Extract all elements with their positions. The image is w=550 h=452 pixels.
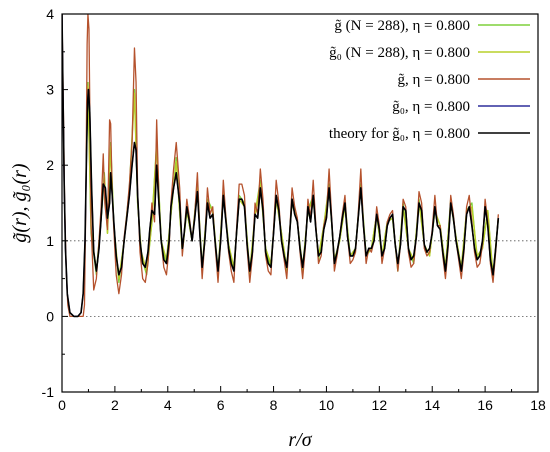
y-tick-label: 3 — [46, 82, 54, 98]
x-tick-label: 18 — [530, 397, 546, 413]
legend-label: g̃₀, η = 0.800 — [392, 99, 470, 115]
legend-label: g̃₀ (N = 288), η = 0.800 — [329, 45, 470, 61]
series-line-4 — [62, 14, 500, 318]
x-tick-label: 6 — [217, 397, 225, 413]
y-tick-label: 2 — [46, 157, 54, 173]
reference-lines — [62, 240, 538, 317]
y-tick-label: -1 — [42, 384, 55, 400]
series-layer — [62, 14, 500, 318]
y-tick-label: 1 — [46, 233, 54, 249]
y-tick-label: 4 — [46, 6, 54, 22]
legend-label: g̃ (N = 288), η = 0.800 — [334, 18, 470, 34]
x-tick-label: 10 — [319, 397, 335, 413]
x-tick-label: 12 — [372, 397, 388, 413]
legend: g̃ (N = 288), η = 0.800 g̃₀ (N = 288), η … — [329, 18, 530, 142]
y-tick-label: 0 — [46, 308, 54, 324]
legend-label: theory for g̃₀, η = 0.800 — [329, 126, 470, 142]
x-tick-label: 0 — [58, 397, 66, 413]
x-tick-label: 14 — [424, 397, 440, 413]
x-tick-label: 8 — [270, 397, 278, 413]
x-tick-label: 16 — [477, 397, 493, 413]
x-tick-label: 2 — [111, 397, 119, 413]
y-axis-label: g̃(r), g̃₀(r) — [9, 163, 31, 243]
x-tick-label: 4 — [164, 397, 172, 413]
x-axis-label: r/σ — [288, 429, 312, 451]
legend-label: g̃, η = 0.800 — [397, 72, 470, 88]
